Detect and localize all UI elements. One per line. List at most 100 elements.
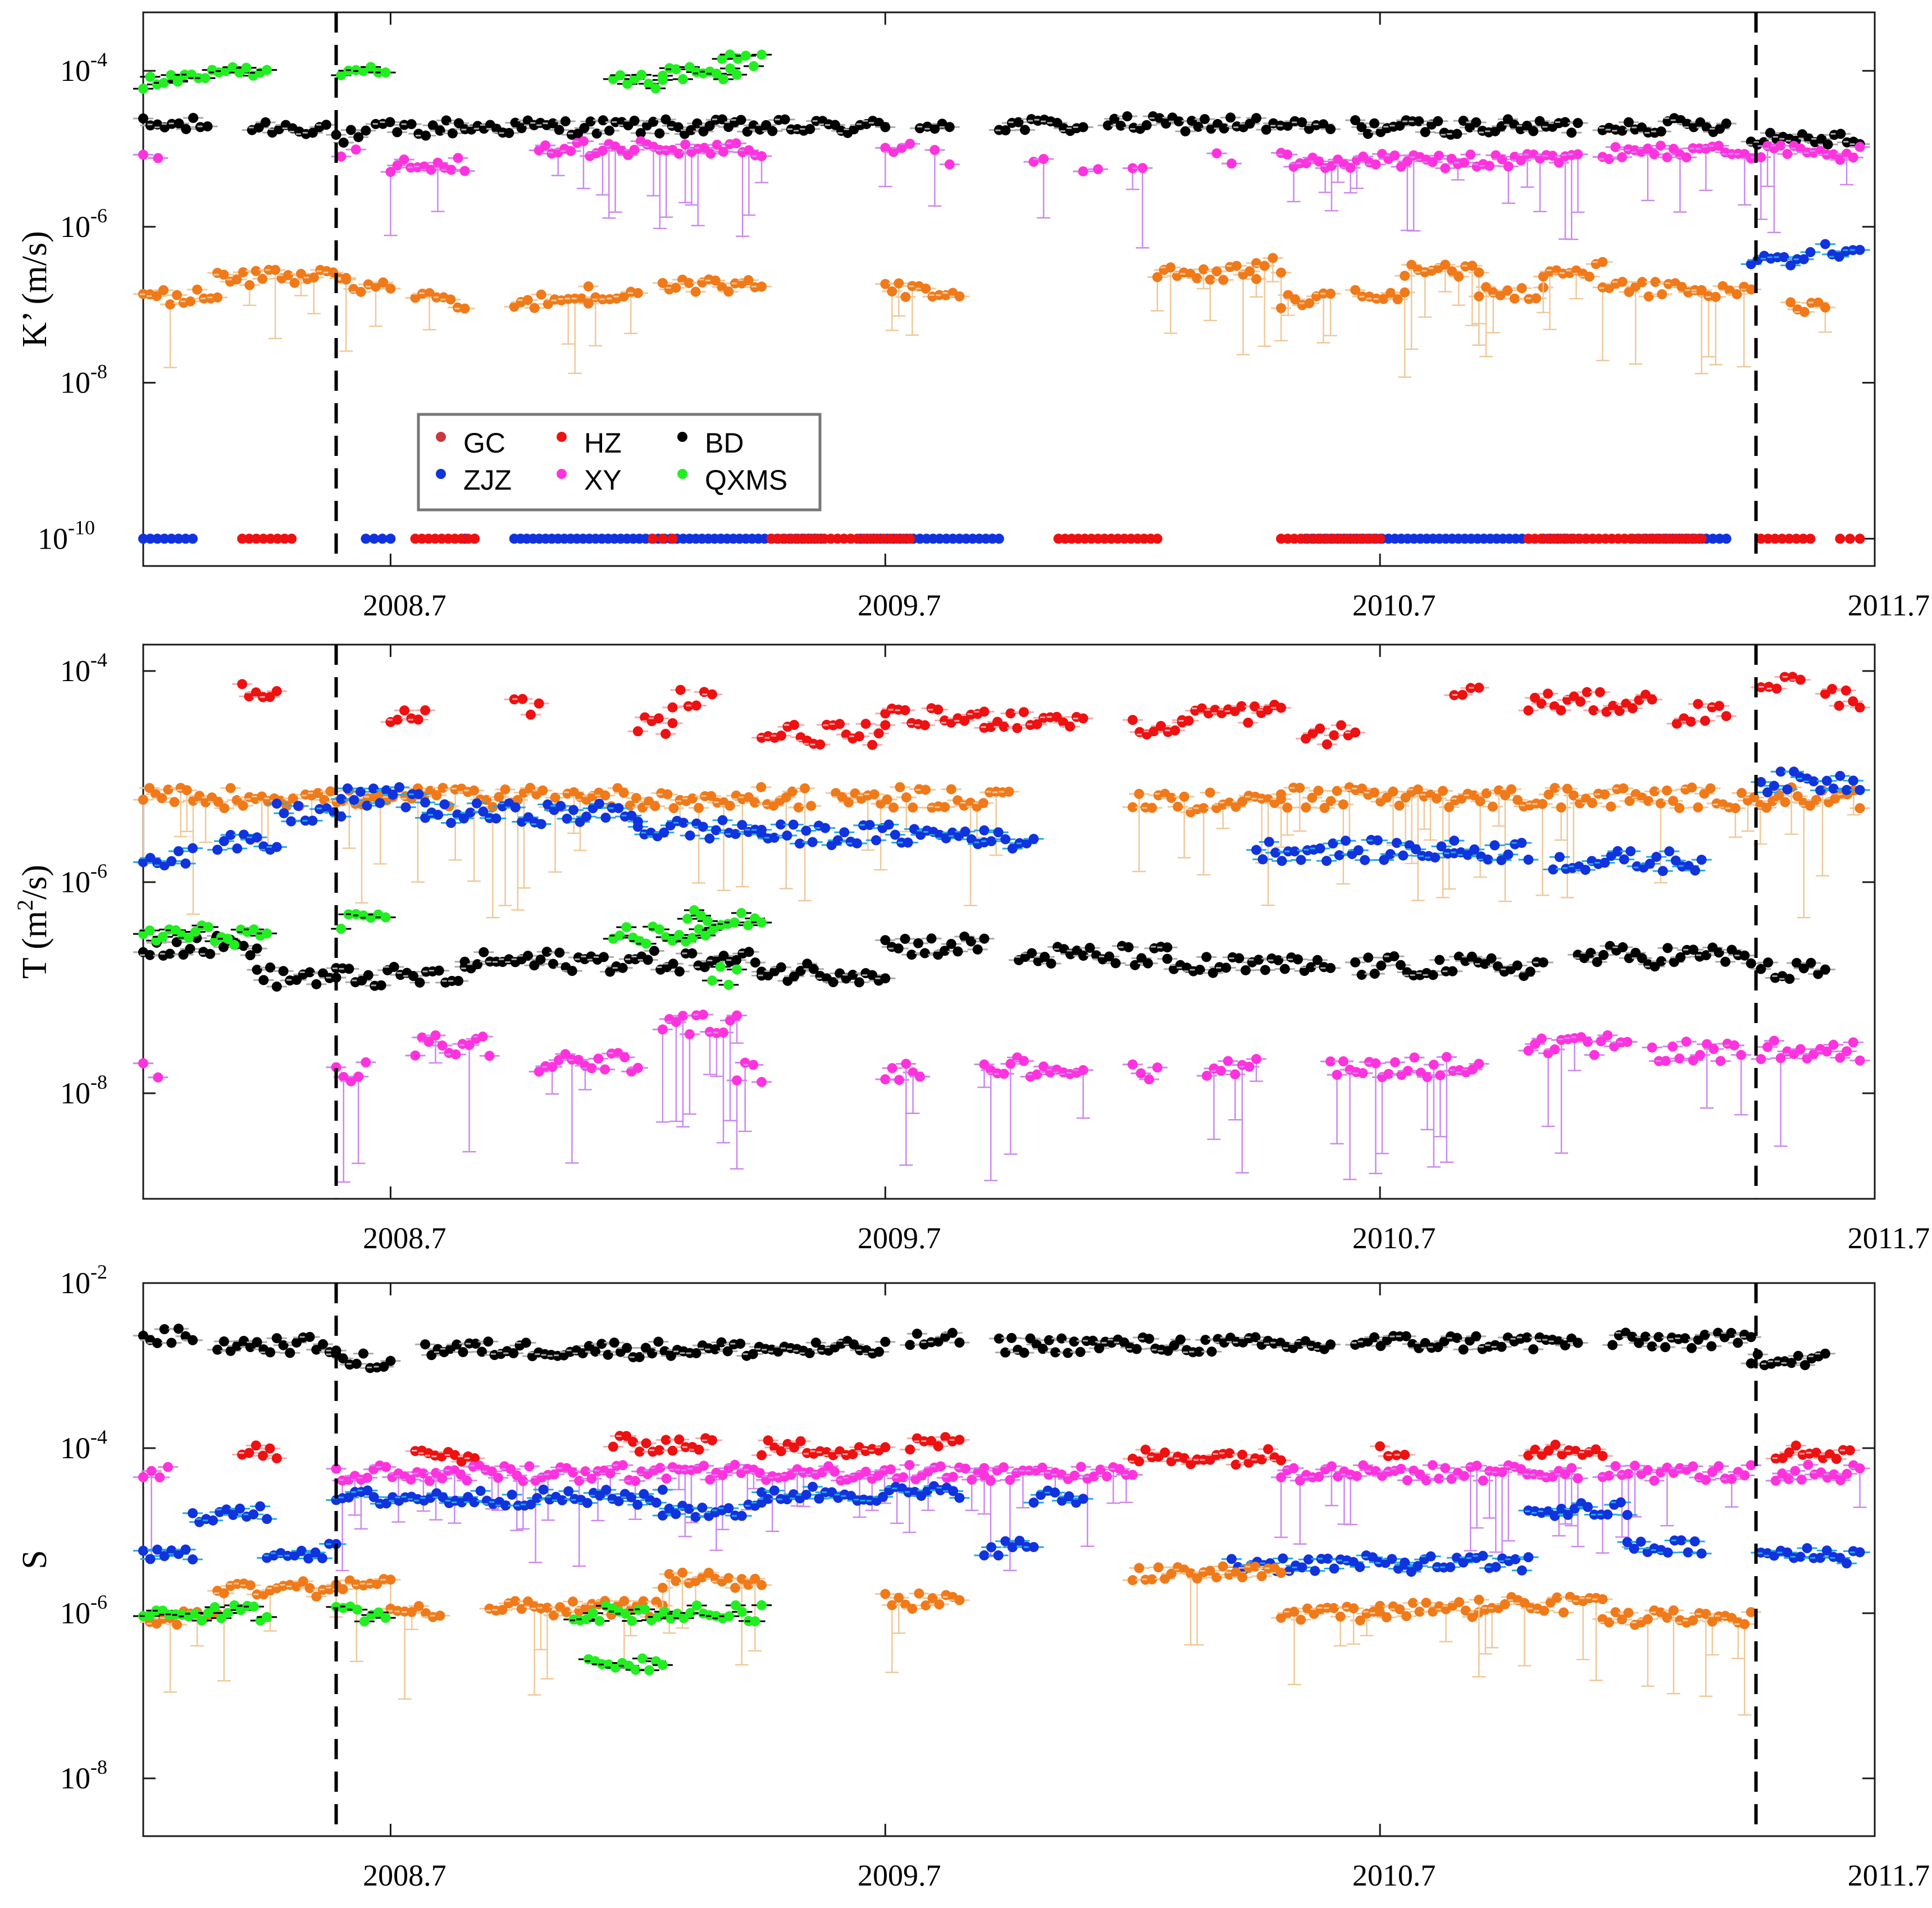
data-point-hz <box>1784 533 1794 544</box>
data-point-orange <box>1338 799 1348 810</box>
x-tick-label: 2009.7 <box>858 1859 941 1892</box>
data-point-bd <box>947 1327 958 1338</box>
data-point-orange <box>650 801 660 811</box>
data-point-orange <box>1290 294 1301 305</box>
data-point-zjz <box>1321 856 1332 866</box>
data-point-hz <box>237 679 248 690</box>
data-point-bd <box>913 938 924 948</box>
data-point-qxms <box>614 930 625 941</box>
data-point-bd <box>1369 969 1380 979</box>
data-point-zjz <box>685 830 695 841</box>
data-point-orange <box>1597 257 1608 267</box>
data-point-zjz <box>439 799 450 810</box>
data-point-xy <box>540 140 551 150</box>
data-point-xy <box>1516 155 1527 166</box>
data-point-orange <box>1584 271 1595 282</box>
data-point-xy <box>1409 1052 1420 1063</box>
data-point-bd <box>344 964 354 974</box>
data-point-orange <box>1199 803 1209 814</box>
data-point-zjz <box>1000 834 1011 845</box>
data-point-hz <box>1183 715 1194 726</box>
legend-label-bd: BD <box>705 427 744 459</box>
data-point-orange <box>888 802 899 813</box>
data-point-zjz <box>1769 780 1779 791</box>
data-point-bd <box>795 966 806 976</box>
legend-label-qxms: QXMS <box>705 464 787 496</box>
data-point-orange <box>1811 795 1822 805</box>
data-point-qxms <box>615 70 626 81</box>
data-point-bd <box>750 957 760 968</box>
data-point-orange <box>954 291 965 302</box>
data-point-orange <box>1643 291 1654 302</box>
data-point-bd <box>1607 1340 1618 1350</box>
data-point-zjz <box>1489 840 1500 851</box>
data-point-bd <box>767 126 778 136</box>
data-point-hz <box>1032 719 1042 729</box>
data-point-bd <box>188 1335 198 1345</box>
data-point-bd <box>900 934 910 944</box>
series-hz <box>237 533 1865 544</box>
data-point-zjz <box>1270 847 1281 858</box>
data-point-hz <box>1523 705 1534 716</box>
data-point-zjz <box>864 820 875 830</box>
data-point-hz <box>1237 1449 1248 1460</box>
data-point-xy <box>1622 1037 1633 1047</box>
data-point-bd <box>1109 113 1120 124</box>
data-point-orange <box>1245 266 1255 277</box>
data-point-bd <box>929 124 940 134</box>
data-point-orange <box>522 295 533 305</box>
data-point-xy <box>1602 1030 1613 1040</box>
data-point-xy <box>1821 1046 1832 1057</box>
data-point-xy <box>1038 154 1049 165</box>
data-point-bd <box>331 130 341 140</box>
data-point-bd <box>138 113 148 124</box>
data-point-orange <box>844 797 854 807</box>
data-point-orange <box>668 803 679 814</box>
data-point-zjz <box>717 815 728 825</box>
data-point-bd <box>1013 117 1024 127</box>
data-point-hz <box>905 533 915 544</box>
data-point-qxms <box>723 979 734 990</box>
data-point-bd <box>1040 952 1050 962</box>
data-point-zjz <box>1483 854 1493 865</box>
data-point-bd <box>389 962 399 973</box>
data-point-orange <box>724 801 735 811</box>
data-point-orange <box>1662 785 1673 796</box>
x-tick-label: 2011.7 <box>1848 588 1930 622</box>
panel-k: 10-4 10-6 10-8 10-10 2008.7 2009.7 2010.7 2011.… <box>16 11 1930 622</box>
series-bd <box>133 111 1870 150</box>
x-tick-label: 2008.7 <box>363 1859 446 1892</box>
data-point-hz <box>1848 696 1858 706</box>
data-point-orange <box>218 270 229 280</box>
data-point-hz <box>1770 533 1780 544</box>
data-point-qxms <box>715 961 726 972</box>
data-point-hz <box>1065 721 1076 732</box>
data-point-zjz <box>225 829 236 840</box>
data-point-hz <box>265 533 276 544</box>
data-point-orange <box>1179 791 1190 802</box>
data-point-orange <box>550 792 561 803</box>
data-point-zjz <box>420 797 431 808</box>
data-point-orange <box>1705 783 1716 794</box>
data-point-bd <box>1566 127 1577 138</box>
data-point-orange <box>1127 802 1138 813</box>
data-point-bd <box>1640 1331 1651 1342</box>
data-point-xy <box>1402 156 1412 167</box>
data-point-hz <box>244 533 254 544</box>
data-point-orange <box>1166 792 1177 803</box>
data-point-zjz <box>218 836 229 847</box>
data-point-hz <box>621 1431 632 1441</box>
data-point-orange <box>1587 798 1598 809</box>
data-point-xy <box>1314 156 1324 167</box>
data-point-xy <box>385 167 396 177</box>
data-point-orange <box>1737 788 1747 798</box>
data-point-orange <box>341 274 352 285</box>
data-point-bd <box>716 1337 727 1348</box>
data-point-zjz <box>388 789 398 800</box>
data-point-xy <box>573 1055 584 1065</box>
data-point-bd <box>304 967 315 978</box>
data-point-xy <box>1848 152 1858 163</box>
data-point-hz <box>860 719 871 729</box>
legend-marker-bd <box>677 432 687 442</box>
data-point-bd <box>1428 970 1438 980</box>
